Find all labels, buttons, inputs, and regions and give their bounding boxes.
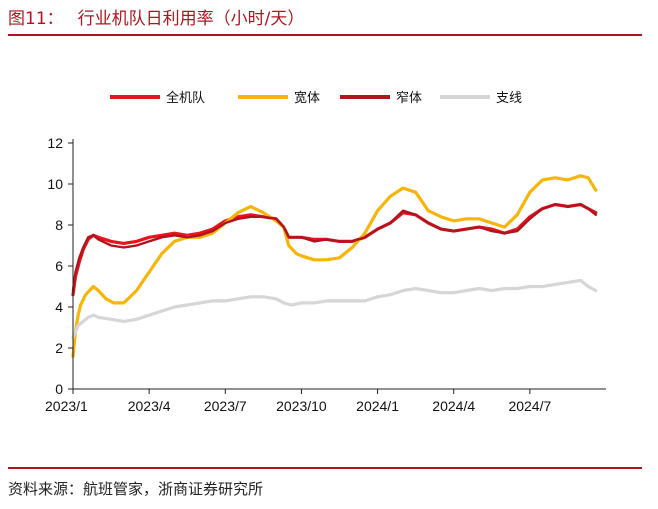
series-line-2	[71, 203, 597, 292]
top-rule	[8, 34, 642, 36]
source-note: 资料来源：航班管家，浙商证券研究所	[8, 480, 264, 498]
y-tick-label-4: 8	[55, 217, 63, 233]
figure-header: 图11： 行业机队日利用率（小时/天）	[8, 4, 304, 29]
figure-label: 图11：	[8, 9, 64, 29]
legend-label-0: 全机队	[166, 90, 205, 106]
bottom-rule	[8, 467, 642, 469]
y-tick-label-2: 4	[55, 299, 63, 315]
y-tick-label-1: 2	[55, 340, 63, 356]
chart-title: 行业机队日利用率（小时/天）	[77, 9, 305, 29]
series-layer	[71, 174, 598, 358]
legend-label-1: 宽体	[294, 90, 320, 106]
legend: 全机队 宽体 窄体 支线	[110, 90, 522, 106]
y-tick-label-0: 0	[55, 381, 63, 397]
series-line-1	[71, 174, 598, 358]
x-tick-label-1: 2023/4	[128, 398, 171, 414]
x-tick-label-0: 2023/1	[45, 398, 88, 414]
y-tick-label-3: 6	[55, 258, 63, 274]
x-tick-label-3: 2023/10	[276, 398, 327, 414]
series-line-0	[71, 202, 598, 297]
x-tick-label-2: 2023/7	[204, 398, 247, 414]
x-tick-label-6: 2024/7	[508, 398, 551, 414]
series-line-3	[71, 278, 598, 340]
x-tick-label-5: 2024/4	[432, 398, 475, 414]
line-chart: 全机队 宽体 窄体 支线 0 2 4 6 8 10 12 2023/1 2023/4 2023/7 202…	[45, 90, 606, 414]
legend-label-3: 支线	[496, 91, 522, 106]
x-tick-label-4: 2024/1	[356, 398, 399, 414]
legend-label-2: 窄体	[396, 90, 422, 106]
y-tick-label-6: 12	[47, 135, 63, 151]
y-tick-label-5: 10	[47, 176, 63, 192]
axes: 0 2 4 6 8 10 12 2023/1 2023/4 2023/7 2023/10 2024/1…	[45, 135, 606, 414]
